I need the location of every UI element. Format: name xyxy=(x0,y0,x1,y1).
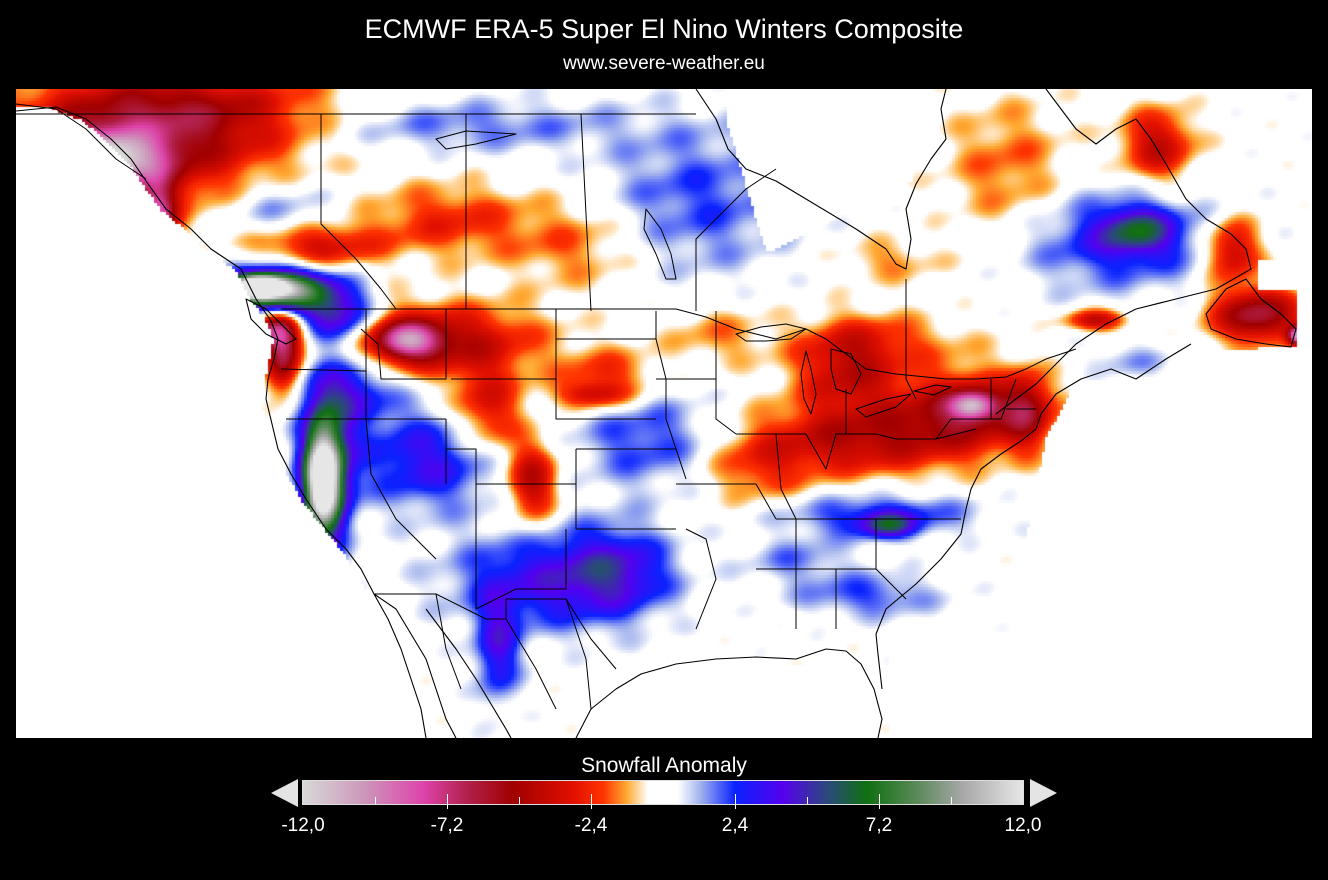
newfoundland-coast xyxy=(1205,278,1297,348)
colorbar-major-tick xyxy=(447,794,448,809)
source-url: www.severe-weather.eu xyxy=(563,53,765,74)
sask-manitoba-border xyxy=(580,113,592,312)
us-mexico-border xyxy=(374,593,617,670)
manitoba-ontario-border xyxy=(695,168,777,311)
borders-layer xyxy=(16,89,1297,738)
labrador-coast xyxy=(1045,89,1252,365)
colorbar-minor-tick xyxy=(519,797,520,804)
colorbar-tick-label: -12,0 xyxy=(281,815,325,836)
mexico-state-borders xyxy=(435,593,592,710)
lake-erie xyxy=(855,393,912,418)
lake-superior xyxy=(735,323,807,342)
atlantic-coast xyxy=(875,343,1192,690)
colorbar-min-arrow-icon xyxy=(271,779,298,807)
colorbar-max-arrow-icon xyxy=(1030,779,1057,807)
colorbar-minor-tick xyxy=(807,797,808,804)
colorbar-minor-tick xyxy=(951,797,952,804)
lake-winnipeg xyxy=(643,208,677,280)
colorbar-major-tick xyxy=(735,794,736,809)
us-canada-border xyxy=(281,308,1077,380)
bc-alberta-border xyxy=(320,114,397,310)
colorbar-tick-label: -2,4 xyxy=(574,815,608,836)
lake-michigan xyxy=(800,350,817,415)
colorbar-minor-tick xyxy=(375,797,376,804)
colorbar-tick-label: 7,2 xyxy=(865,815,893,836)
snowfall-anomaly-map xyxy=(16,89,1312,738)
colorbar-tick-label: 2,4 xyxy=(721,815,749,836)
colorbar-tick-label: -7,2 xyxy=(430,815,464,836)
mexico-mainland-coast xyxy=(425,608,512,738)
ontario-quebec-border xyxy=(905,279,917,400)
colorbar-tick-label: 12,0 xyxy=(1004,815,1042,836)
great-slave-lake xyxy=(435,130,517,150)
us-state-borders xyxy=(280,309,1036,630)
gulf-coast xyxy=(575,648,883,738)
colorbar-major-tick xyxy=(591,794,592,809)
map-title: ECMWF ERA-5 Super El Nino Winters Compos… xyxy=(364,14,964,44)
hudson-bay-coast xyxy=(695,89,947,270)
colorbar xyxy=(302,780,1024,805)
lake-huron xyxy=(830,348,862,395)
colorbar-title: Snowfall Anomaly xyxy=(581,754,747,777)
baja-coastline xyxy=(373,593,457,738)
pacific-coastline xyxy=(16,106,427,738)
anomaly-field xyxy=(16,89,1312,738)
vancouver-island xyxy=(245,298,297,345)
alaska-canada-border xyxy=(16,103,147,180)
colorbar-major-tick xyxy=(879,794,880,809)
lake-ontario xyxy=(913,384,952,396)
